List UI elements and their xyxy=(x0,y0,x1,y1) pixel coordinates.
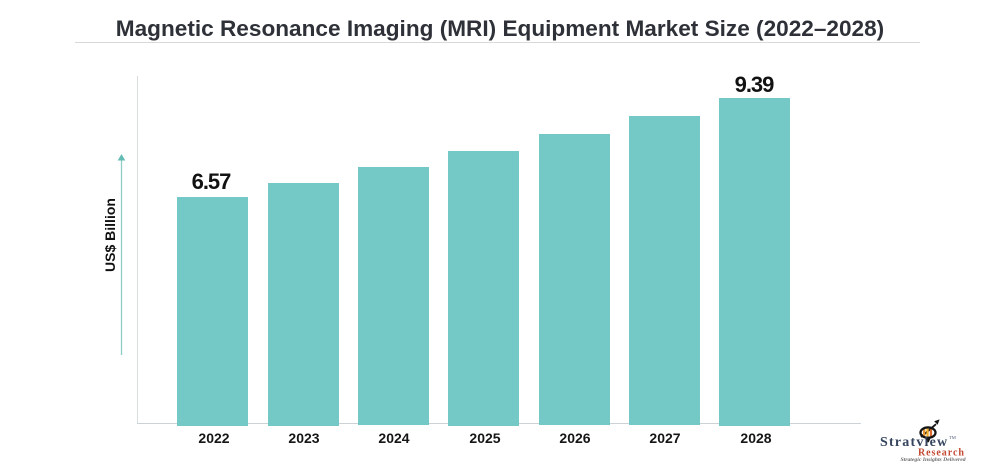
svg-text:Stratview: Stratview xyxy=(880,435,948,450)
svg-text:TM: TM xyxy=(949,435,956,440)
svg-text:Research: Research xyxy=(918,448,965,459)
svg-text:Strategic Insights Delivered: Strategic Insights Delivered xyxy=(901,457,966,463)
